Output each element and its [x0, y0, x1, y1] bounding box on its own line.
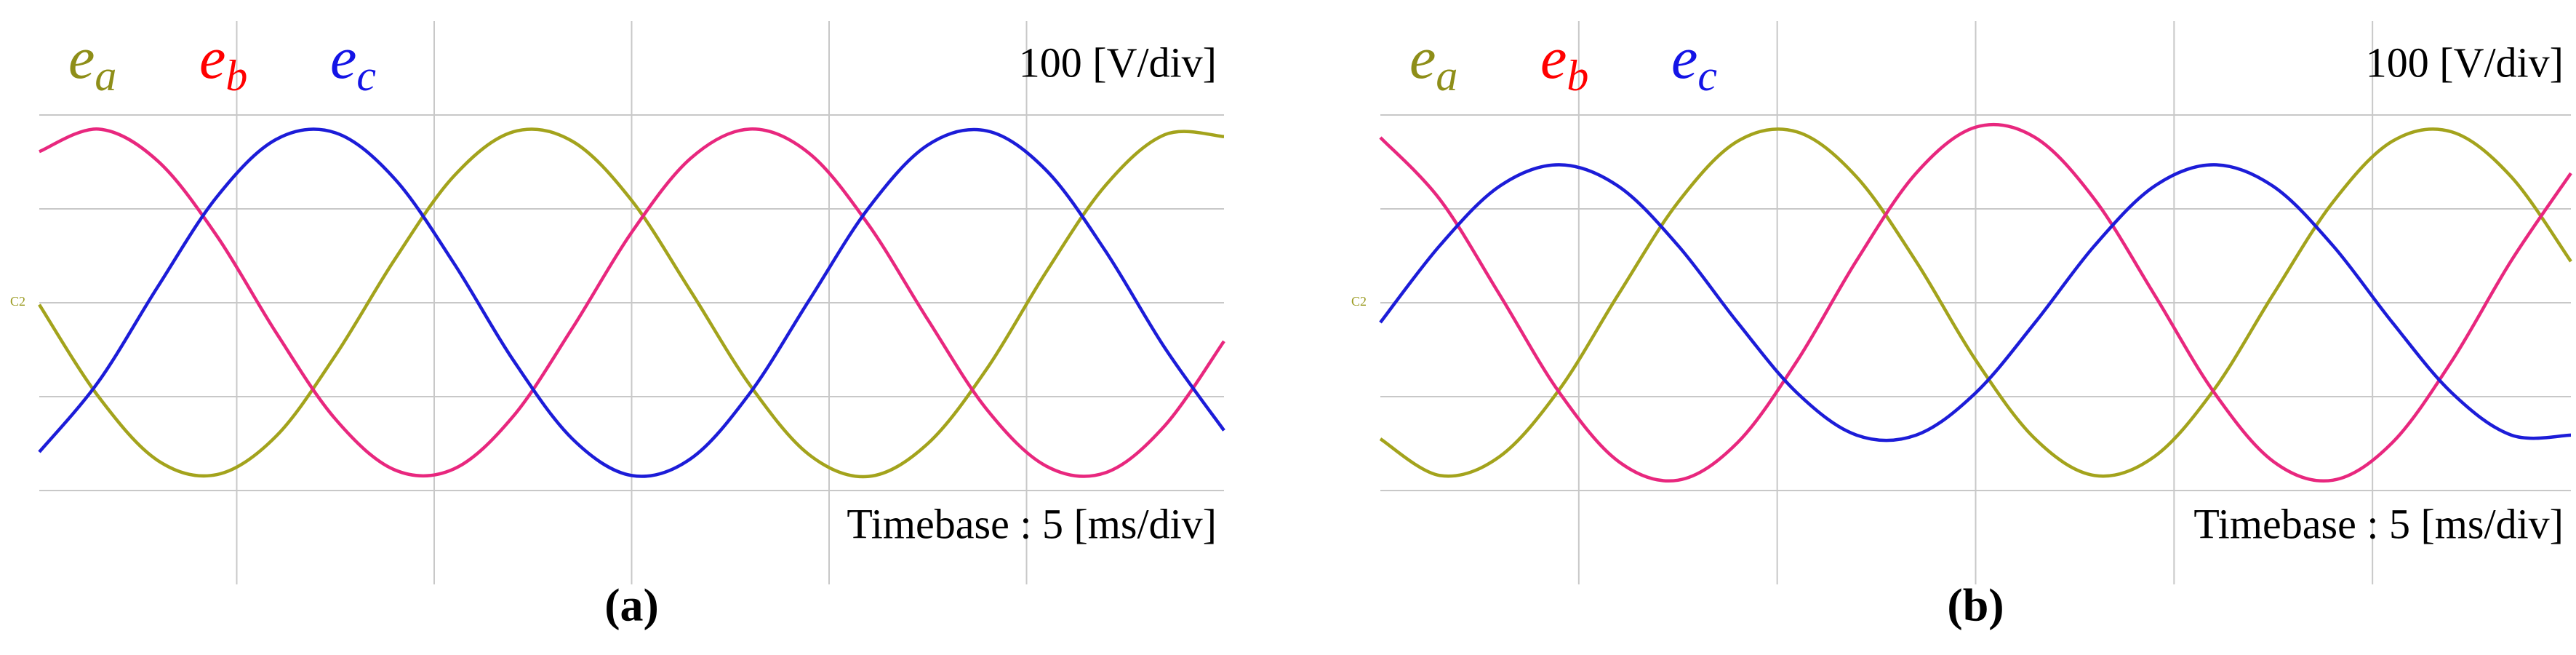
- channel-marker: C2: [1351, 294, 1367, 309]
- legend-entry: ec: [330, 25, 376, 100]
- legend-entry: ea: [1409, 25, 1457, 100]
- waveform: [1379, 163, 2572, 442]
- waveform: [38, 127, 1225, 478]
- panel-caption: (a): [604, 579, 659, 631]
- oscilloscope-panel: C2 ea eb ec 100 [V/div] Timebase : 5 [ms/div]…: [10, 21, 1225, 631]
- channel-marker: C2: [10, 294, 25, 309]
- legend-entry: ea: [68, 25, 116, 100]
- legend-entry: eb: [199, 25, 247, 100]
- waveform: [38, 127, 1225, 479]
- timebase-label: Timebase : 5 [ms/div]: [2193, 500, 2564, 547]
- scale-label: 100 [V/div]: [1019, 39, 1217, 86]
- scale-label: 100 [V/div]: [2366, 39, 2564, 86]
- legend-entry: eb: [1540, 25, 1588, 100]
- legend-entry: ec: [1671, 25, 1717, 100]
- waveform: [39, 127, 1225, 478]
- waveform: [1379, 122, 2572, 483]
- oscilloscope-panel: C2 ea eb ec 100 [V/div] Timebase : 5 [ms/div]…: [1351, 21, 2572, 631]
- timebase-label: Timebase : 5 [ms/div]: [847, 500, 1217, 547]
- panel-caption: (b): [1947, 579, 2004, 631]
- waveform: [1379, 127, 2572, 478]
